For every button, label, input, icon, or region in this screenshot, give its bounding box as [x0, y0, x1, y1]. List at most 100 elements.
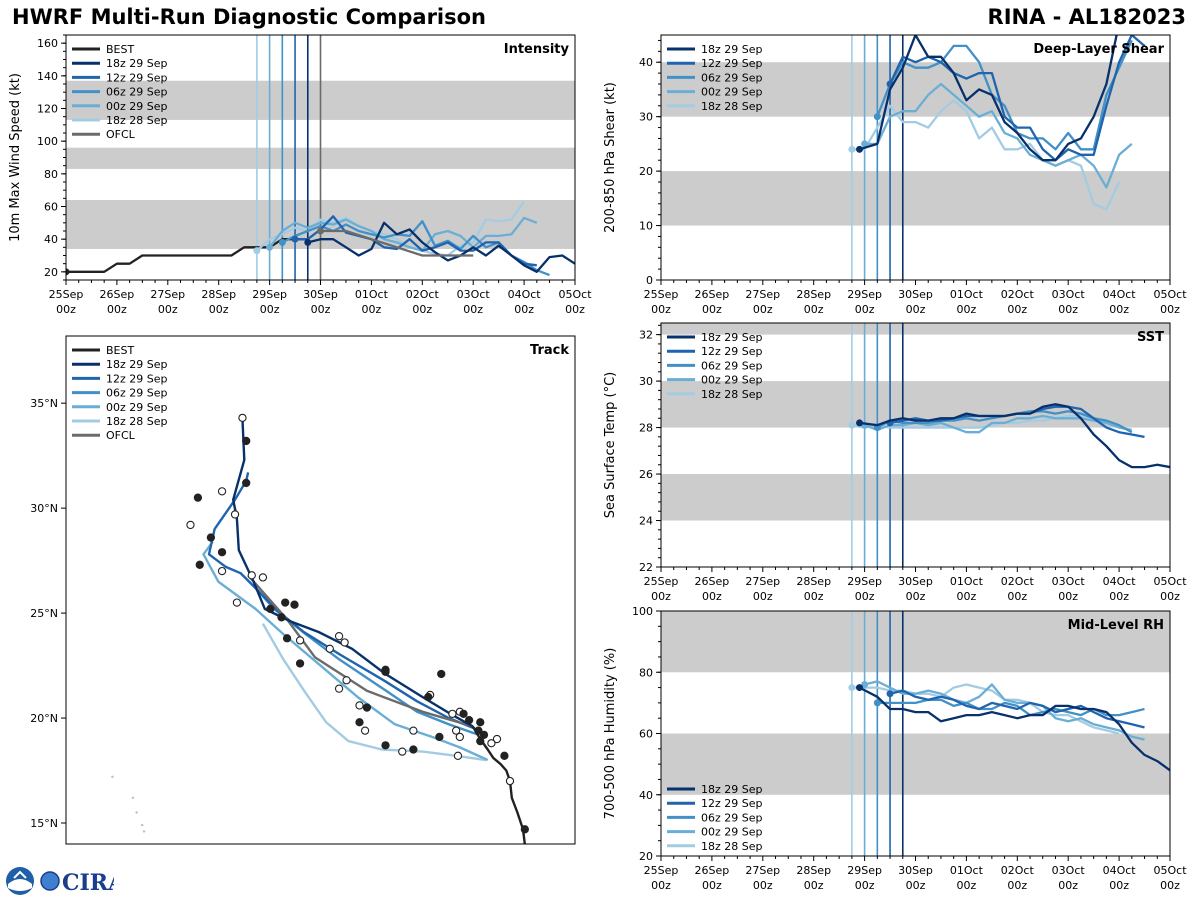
- cira-logo-text: CIRA: [62, 870, 114, 896]
- intensity-xtick-sublabel: 00z: [260, 303, 280, 316]
- track-position-marker: [325, 644, 334, 653]
- track-island: [135, 811, 138, 814]
- track-position-marker: [282, 634, 292, 643]
- shear-series-start-dot: [873, 113, 881, 121]
- track-lat-label: 30°N: [30, 502, 58, 515]
- intensity-xtick-sublabel: 00z: [362, 303, 382, 316]
- track-frame: [65, 335, 576, 845]
- intensity-xtick-sublabel: 00z: [565, 303, 585, 316]
- noaa-seal-bird: [13, 870, 27, 879]
- shear-legend-label: 18z 29 Sep: [701, 43, 763, 56]
- track-position-marker: [242, 436, 251, 446]
- track-legend-label: 00z 29 Sep: [106, 401, 168, 414]
- track-island: [111, 775, 114, 779]
- track-position-marker: [334, 684, 344, 693]
- shear-xtick-label: 04Oct: [1103, 288, 1137, 301]
- track-island: [131, 796, 135, 800]
- rh-series-start-dot: [861, 681, 869, 688]
- track-position-marker: [476, 718, 485, 727]
- intensity-xtick-label: 30Sep: [303, 288, 338, 301]
- track-position-marker: [479, 730, 489, 739]
- rh-xtick-sublabel: 00z: [1160, 879, 1180, 892]
- rh-series-start-dot: [848, 684, 856, 692]
- shear-series-06z-29-sep: [876, 39, 1133, 151]
- sst-xtick-label: 26Sep: [695, 575, 730, 588]
- rh-band: [661, 611, 1170, 673]
- rh-ytick-label: 60: [639, 728, 653, 741]
- rh-xtick-sublabel: 00z: [906, 879, 926, 892]
- track-series-18z-29-sep: [231, 419, 474, 728]
- track-position-marker: [206, 533, 216, 542]
- sst-series-start-dot: [856, 419, 864, 427]
- track-legend-label: BEST: [106, 344, 134, 357]
- sst-xtick-label: 04Oct: [1103, 575, 1137, 588]
- track-position-marker: [238, 413, 247, 423]
- track-position-marker: [232, 598, 242, 607]
- shear-xtick-sublabel: 00z: [1058, 303, 1078, 316]
- sst-xtick-sublabel: 00z: [702, 590, 722, 603]
- rh-xtick-sublabel: 00z: [1058, 879, 1078, 892]
- shear-xtick-label: 05Oct: [1153, 288, 1187, 301]
- intensity-legend-label: OFCL: [106, 128, 136, 141]
- sst-ytick-label: 26: [639, 468, 653, 481]
- rh-xtick-label: 01Oct: [950, 864, 984, 877]
- shear-xtick-sublabel: 00z: [906, 303, 926, 316]
- shear-band: [661, 62, 1170, 117]
- shear-xtick-label: 26Sep: [695, 288, 730, 301]
- rh-xtick-sublabel: 00z: [804, 879, 824, 892]
- track-legend-label: 06z 29 Sep: [106, 387, 168, 400]
- rh-ytick-label: 80: [639, 666, 653, 679]
- intensity-xtick-sublabel: 00z: [209, 303, 229, 316]
- sst-panel-title: SST: [1137, 330, 1164, 345]
- shear-xtick-sublabel: 00z: [753, 303, 773, 316]
- track-position-marker: [186, 520, 195, 530]
- shear-series-start-dot: [861, 140, 869, 148]
- intensity-xtick-sublabel: 00z: [107, 303, 127, 316]
- rh-legend-label: 12z 29 Sep: [701, 797, 763, 810]
- storm-name: RINA - AL182023: [987, 5, 1186, 29]
- shear-series-start-dot: [848, 145, 856, 153]
- intensity-ytick-label: 60: [44, 201, 58, 214]
- track-position-marker: [424, 692, 433, 702]
- track-position-marker: [217, 548, 227, 557]
- intensity-ytick-label: 100: [37, 135, 58, 148]
- track-position-marker: [295, 659, 305, 668]
- intensity-series-start-dot: [291, 235, 299, 243]
- intensity-series-start-dot: [304, 238, 312, 246]
- sst-xtick-label: 30Sep: [898, 575, 933, 588]
- track-position-marker: [381, 667, 390, 677]
- shear-ytick-label: 0: [646, 274, 653, 287]
- intensity-series-ofcl: [320, 229, 474, 257]
- rh-xtick-label: 02Oct: [1001, 864, 1035, 877]
- rh-series-12z-29-sep: [889, 689, 1145, 729]
- intensity-legend-label: BEST: [106, 43, 134, 56]
- shear-xtick-sublabel: 00z: [1109, 303, 1129, 316]
- rh-xtick-label: 27Sep: [745, 864, 780, 877]
- figure-title: HWRF Multi-Run Diagnostic Comparison: [12, 5, 487, 29]
- track-position-marker: [459, 709, 468, 719]
- rh-xtick-sublabel: 00z: [1007, 879, 1027, 892]
- intensity-xtick-sublabel: 00z: [514, 303, 534, 316]
- sst-series-18z-28-sep: [851, 414, 1107, 429]
- intensity-xtick-label: 02Oct: [406, 288, 440, 301]
- shear-legend-label: 12z 29 Sep: [701, 57, 763, 70]
- rh-legend-label: 00z 29 Sep: [701, 826, 763, 839]
- intensity-ytick-label: 40: [44, 233, 58, 246]
- sst-xtick-sublabel: 00z: [651, 590, 671, 603]
- track-series-group: [111, 413, 529, 844]
- shear-series-start-dot: [856, 145, 864, 153]
- sst-xtick-label: 25Sep: [644, 575, 679, 588]
- shear-xtick-label: 03Oct: [1052, 288, 1086, 301]
- rh-xtick-sublabel: 00z: [753, 879, 773, 892]
- shear-xtick-label: 27Sep: [745, 288, 780, 301]
- intensity-legend-label: 06z 29 Sep: [106, 86, 168, 99]
- rh-series-group: [848, 680, 1170, 772]
- rh-series-start-dot: [856, 684, 864, 692]
- track-position-marker: [520, 825, 529, 834]
- track-position-marker: [342, 676, 351, 685]
- track-island: [142, 830, 146, 833]
- rh-xtick-label: 26Sep: [695, 864, 730, 877]
- intensity-ytick-label: 80: [44, 168, 58, 181]
- track-position-marker: [453, 751, 463, 760]
